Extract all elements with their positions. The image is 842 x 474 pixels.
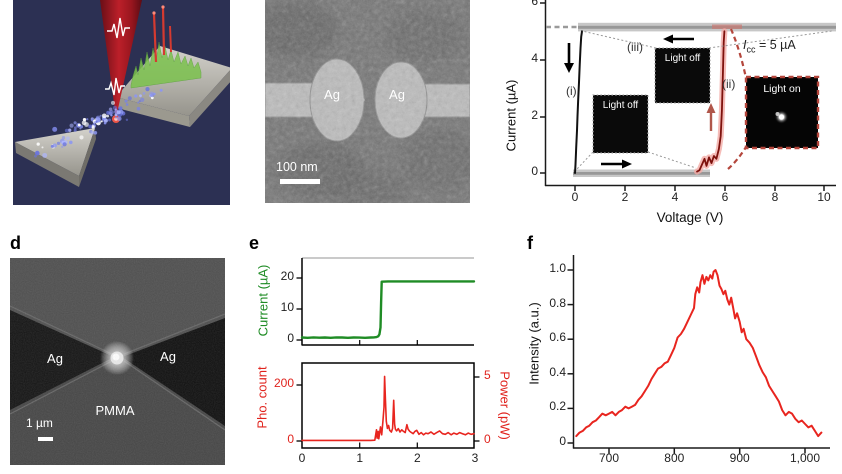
panel-d-right-electrode-label: Ag bbox=[160, 349, 176, 364]
panel-d-left-electrode-label: Ag bbox=[47, 351, 63, 366]
f-ytick-1.0: 1.0 bbox=[549, 261, 566, 275]
bottom-electrode-triangle bbox=[15, 128, 96, 187]
left-arrow-icon bbox=[663, 34, 673, 44]
c-xtick-10: 10 bbox=[817, 190, 831, 204]
c-inset-iii-label: Light off bbox=[664, 53, 701, 64]
panel-e-bottom-frame bbox=[296, 362, 480, 449]
panel-c-iv-curves bbox=[574, 28, 728, 175]
f-xtick-1000: 1,000 bbox=[789, 451, 821, 465]
c-xtick-8: 8 bbox=[771, 190, 779, 204]
panel-c-sweep-arrows bbox=[564, 34, 716, 169]
panel-c-inset-connectors bbox=[576, 30, 833, 170]
e-top-ytick-0: 0 bbox=[287, 331, 294, 345]
panel-c-red-connectors bbox=[727, 28, 748, 170]
panel-b-scalebar-label: 100 nm bbox=[276, 160, 318, 174]
silver-atoms-particles bbox=[34, 87, 163, 158]
c-marker-ii: (ii) bbox=[722, 77, 736, 91]
light-on-spot bbox=[778, 114, 785, 120]
e-xtick-0: 0 bbox=[298, 451, 306, 465]
c-marker-iii: (iii) bbox=[627, 40, 643, 54]
panel-b-scalebar bbox=[280, 179, 320, 184]
down-arrow-icon bbox=[564, 63, 574, 73]
f-ytick-0.6: 0.6 bbox=[549, 330, 566, 345]
f-ytick-0.4: 0.4 bbox=[549, 364, 566, 379]
panel-f-spectrum-trace bbox=[575, 269, 823, 438]
panel-d-label: d bbox=[10, 233, 21, 253]
compliance-var: I bbox=[743, 38, 747, 52]
panel-e-label: e bbox=[249, 233, 260, 253]
e-bot-right-ytick-5: 5 bbox=[484, 368, 491, 382]
panel-d-substrate-label: PMMA bbox=[95, 403, 135, 418]
e-top-ytick-20: 20 bbox=[280, 269, 294, 283]
c-xtick-4: 4 bbox=[671, 190, 679, 204]
e-xtick-1: 1 bbox=[356, 451, 364, 465]
emission-spectrum-spikes bbox=[130, 5, 202, 89]
laser-pulse-icon bbox=[105, 17, 130, 96]
panel-e-bottom-right-y-axis-label: Power (pW) bbox=[497, 371, 513, 440]
panel-d-scalebar bbox=[38, 437, 53, 441]
c-xtick-0: 0 bbox=[571, 190, 579, 204]
panel-a-illustration bbox=[13, 0, 230, 205]
c-ytick-6: 6 bbox=[531, 0, 538, 8]
panel-e-top-frame bbox=[296, 257, 474, 346]
compliance-sub: cc bbox=[746, 44, 756, 55]
c-marker-i: (i) bbox=[566, 84, 577, 98]
c-xtick-2: 2 bbox=[621, 190, 629, 204]
e-top-ytick-10: 10 bbox=[280, 300, 294, 314]
panel-d-scalebar-label: 1 µm bbox=[26, 416, 53, 430]
f-xtick-700: 700 bbox=[598, 451, 620, 465]
light-on-spot-secondary bbox=[775, 112, 780, 116]
panel-c-axes bbox=[540, 0, 836, 191]
up-arrow-icon bbox=[706, 103, 716, 113]
c-inset-ii-label: Light on bbox=[763, 83, 801, 95]
c-xtick-6: 6 bbox=[721, 190, 729, 204]
f-ytick-0: 0 bbox=[559, 434, 566, 448]
f-ytick-0.2: 0.2 bbox=[549, 399, 566, 414]
e-bot-ytick-200: 200 bbox=[273, 376, 294, 390]
sem-grain-overlay-fine bbox=[265, 0, 470, 203]
panel-e-current-trace bbox=[300, 280, 476, 339]
e-bot-ytick-0: 0 bbox=[287, 432, 294, 446]
compliance-value: = 5 µA bbox=[755, 38, 796, 52]
laser-cone bbox=[100, 0, 142, 118]
panel-b-right-electrode-label: Ag bbox=[389, 87, 405, 102]
c-ytick-0: 0 bbox=[531, 164, 538, 178]
e-bot-right-ytick-0: 0 bbox=[484, 432, 491, 446]
c-inset-i-label: Light off bbox=[602, 100, 639, 111]
e-xtick-3: 3 bbox=[471, 451, 479, 465]
f-xtick-800: 800 bbox=[664, 451, 685, 465]
panel-d-device-image bbox=[10, 258, 225, 465]
panel-c-insets bbox=[592, 47, 820, 154]
panel-d-grain-overlay bbox=[10, 258, 225, 465]
c-ytick-4: 4 bbox=[531, 51, 538, 65]
panel-c-x-axis-label: Voltage (V) bbox=[656, 210, 724, 225]
panel-c-compliance-band bbox=[546, 22, 836, 177]
panel-b-sem-image bbox=[265, 0, 470, 203]
panel-e-photon-trace bbox=[301, 375, 475, 442]
panel-b-left-electrode-label: Ag bbox=[324, 87, 340, 102]
compliance-current-annotation: Icc = 5 µA bbox=[743, 39, 796, 55]
panel-f-axes bbox=[567, 255, 830, 454]
e-xtick-2: 2 bbox=[413, 451, 421, 465]
right-arrow-icon bbox=[622, 159, 632, 169]
f-xtick-900: 900 bbox=[729, 451, 750, 465]
c-ytick-2: 2 bbox=[531, 108, 538, 122]
f-ytick-0.8: 0.8 bbox=[549, 295, 566, 310]
panel-f-label: f bbox=[527, 233, 533, 253]
